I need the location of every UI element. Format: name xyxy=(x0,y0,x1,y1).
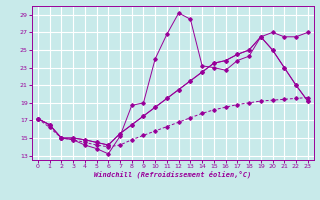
X-axis label: Windchill (Refroidissement éolien,°C): Windchill (Refroidissement éolien,°C) xyxy=(94,171,252,178)
